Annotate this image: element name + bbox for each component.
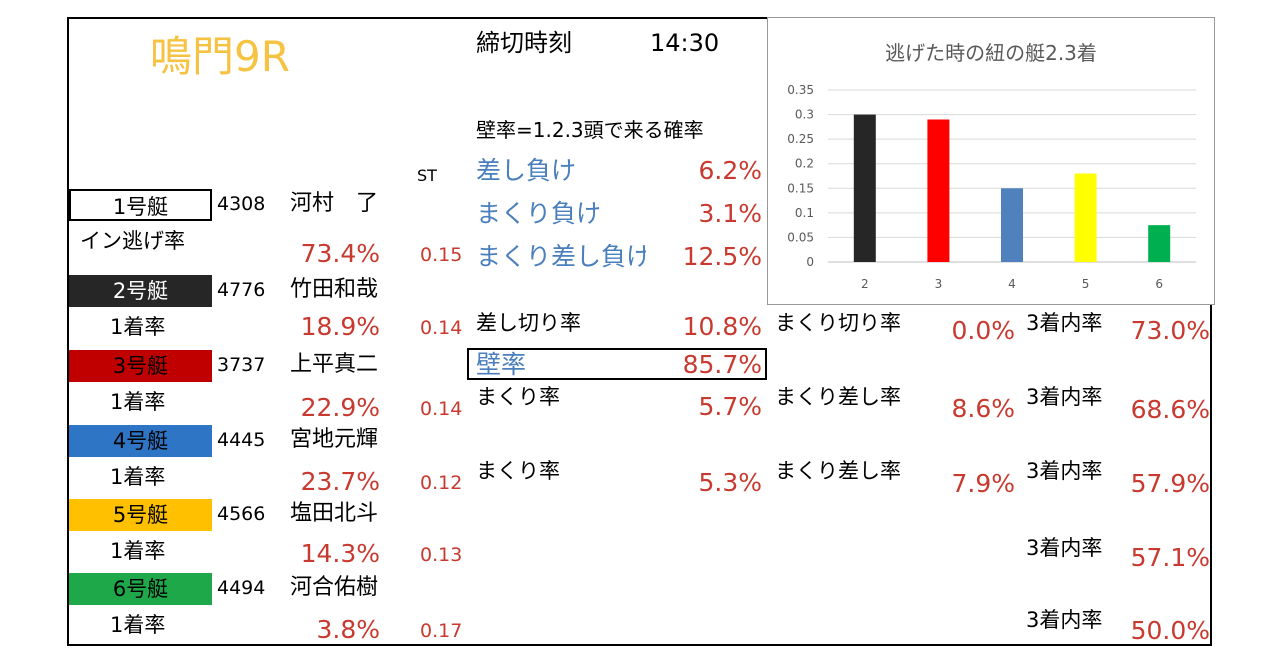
- y-tick-label: 0.1: [795, 206, 814, 220]
- race-title: 鳴門9R: [150, 32, 290, 81]
- racer-id-5: 4566: [217, 503, 266, 525]
- boat3-makuri-label: まくり率: [476, 385, 560, 409]
- lose-label-makuri: まくり負け: [476, 199, 602, 228]
- racer-id-3: 3737: [217, 354, 266, 376]
- lose-value-sashi: 6.2%: [698, 156, 762, 185]
- bar-5: [1074, 173, 1097, 262]
- boat-badge-5: 5号艇: [69, 499, 212, 531]
- rate-value-6: 3.8%: [316, 615, 380, 644]
- st-value-3: 0.14: [420, 398, 463, 420]
- st-value-4: 0.12: [420, 472, 463, 494]
- racer-name-4: 宮地元輝: [290, 427, 379, 452]
- boat6-top3-value: 50.0%: [1130, 616, 1210, 645]
- boat4-makuri-label: まくり率: [476, 459, 560, 483]
- st-value-6: 0.17: [420, 620, 463, 642]
- boat-badge-6: 6号艇: [69, 573, 212, 605]
- boat3-makuri-value: 5.7%: [698, 392, 762, 421]
- bar-4: [1001, 188, 1023, 262]
- racer-id-6: 4494: [217, 577, 266, 599]
- rate-label-6: 1着率: [110, 613, 166, 637]
- y-tick-label: 0.15: [787, 181, 814, 195]
- st-value-2: 0.14: [420, 317, 463, 339]
- x-tick-label: 3: [935, 277, 943, 291]
- racer-name-3: 上平真二: [290, 352, 379, 377]
- racer-id-2: 4776: [217, 279, 266, 301]
- bar-chart-svg: 逃げた時の紐の艇2.3着 0 0.05 0.1 0.15 0.2 0.25 0.3 0.35 2 3…: [787, 41, 1196, 291]
- x-tick-label: 2: [861, 277, 869, 291]
- sashikiri-value: 10.8%: [682, 312, 762, 341]
- boat5-top3-label: 3着内率: [1026, 536, 1103, 560]
- sashikiri-label: 差し切り率: [476, 311, 581, 335]
- racer-id-4: 4445: [217, 429, 266, 451]
- x-tick-label: 5: [1082, 277, 1090, 291]
- rate-value-4: 23.7%: [300, 467, 380, 496]
- boat-badge-4: 4号艇: [69, 425, 212, 457]
- x-tick-label: 6: [1155, 277, 1163, 291]
- kabe-value: 85.7%: [682, 350, 762, 379]
- racer-name-5: 塩田北斗: [290, 501, 379, 526]
- rate-value-2: 18.9%: [300, 312, 380, 341]
- rate-value-5: 14.3%: [300, 539, 380, 568]
- boat4-top3-label: 3着内率: [1026, 459, 1103, 483]
- boat3-top3-label: 3着内率: [1026, 385, 1103, 409]
- boat4-makurisashi-label: まくり差し率: [775, 459, 901, 483]
- rate-label-3: 1着率: [110, 390, 166, 414]
- rate-label-2: 1着率: [110, 315, 166, 339]
- boat3-makurisashi-value: 8.6%: [951, 394, 1015, 423]
- makurikiri-label: まくり切り率: [775, 311, 901, 335]
- boat-badge-2: 2号艇: [69, 275, 212, 307]
- lose-label-sashi: 差し負け: [476, 156, 577, 185]
- lose-label-makurisashi: まくり差し負け: [476, 244, 646, 269]
- boat3-top3-value: 68.6%: [1130, 395, 1210, 424]
- rate-label-5: 1着率: [110, 539, 166, 563]
- x-tick-label: 4: [1008, 277, 1016, 291]
- boat2-top3-value: 73.0%: [1130, 316, 1210, 345]
- y-tick-label: 0.35: [787, 83, 814, 97]
- boat4-top3-value: 57.9%: [1130, 469, 1210, 498]
- y-tick-label: 0.3: [795, 108, 814, 122]
- bar-6: [1148, 225, 1171, 262]
- lose-value-makurisashi: 12.5%: [682, 242, 762, 271]
- boat3-makurisashi-label: まくり差し率: [775, 385, 901, 409]
- racer-id-1: 4308: [217, 193, 266, 215]
- rate-value-3: 22.9%: [300, 393, 380, 422]
- bar-2: [853, 114, 876, 262]
- boat5-top3-value: 57.1%: [1130, 543, 1210, 572]
- st-value-1: 0.15: [420, 244, 463, 266]
- y-tick-label: 0.05: [787, 230, 814, 244]
- sheet-frame: [67, 17, 1212, 646]
- rate-label-1: イン逃げ率: [80, 229, 185, 253]
- racer-name-6: 河合佑樹: [290, 575, 379, 600]
- deadline-time: 14:30: [650, 29, 720, 57]
- chart-title: 逃げた時の紐の艇2.3着: [885, 41, 1097, 65]
- bar-chart: 逃げた時の紐の艇2.3着 0 0.05 0.1 0.15 0.2 0.25 0.3 0.35 2 3…: [767, 17, 1215, 305]
- boat6-top3-label: 3着内率: [1026, 608, 1103, 632]
- makurikiri-value: 0.0%: [951, 316, 1015, 345]
- y-tick-label: 0: [806, 255, 814, 269]
- boat4-makuri-value: 5.3%: [698, 468, 762, 497]
- deadline-label: 締切時刻: [476, 29, 572, 57]
- y-tick-label: 0.25: [787, 132, 814, 146]
- rate-label-4: 1着率: [110, 465, 166, 489]
- st-label: ST: [417, 166, 437, 185]
- y-tick-label: 0.2: [795, 157, 814, 171]
- racer-name-1: 河村 了: [290, 191, 379, 216]
- boat-badge-3: 3号艇: [69, 350, 212, 382]
- kabe-label: 壁率: [476, 350, 527, 379]
- kabe-definition: 壁率=1.2.3頭で来る確率: [476, 118, 704, 142]
- boat-badge-1: 1号艇: [69, 189, 212, 221]
- st-value-5: 0.13: [420, 544, 463, 566]
- rate-value-1: 73.4%: [300, 239, 380, 268]
- boat4-makurisashi-value: 7.9%: [951, 469, 1015, 498]
- racer-name-2: 竹田和哉: [290, 277, 379, 302]
- kabe-box: [467, 348, 767, 380]
- bar-3: [927, 119, 950, 262]
- boat2-top3-label: 3着内率: [1026, 311, 1103, 335]
- lose-value-makuri: 3.1%: [698, 199, 762, 228]
